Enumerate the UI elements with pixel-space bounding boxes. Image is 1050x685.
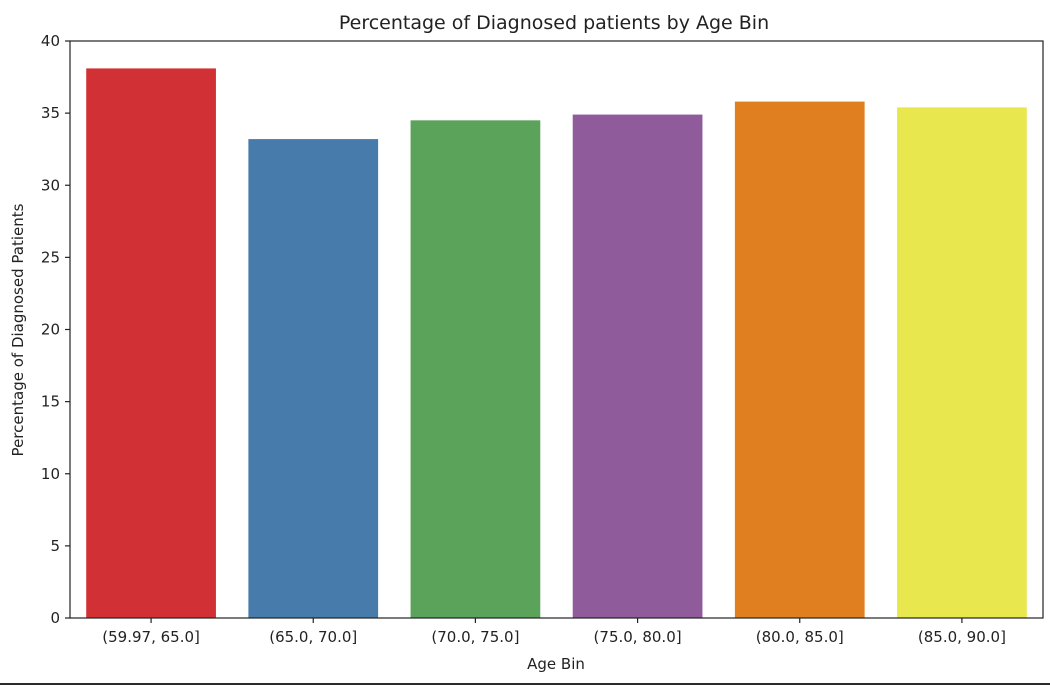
chart-title: Percentage of Diagnosed patients by Age …: [339, 12, 769, 34]
bar: [734, 101, 865, 618]
y-tick-label: 15: [41, 393, 60, 411]
y-axis: 0 5 10 15 20 25 30 35 40: [41, 32, 70, 627]
bar: [897, 107, 1027, 618]
bar: [248, 139, 379, 618]
y-tick-label: 25: [41, 248, 60, 266]
y-tick-label: 20: [41, 321, 60, 339]
bar: [86, 68, 216, 619]
bottom-border: [0, 683, 1050, 685]
x-tick-label: (75.0, 80.0]: [594, 628, 682, 646]
y-tick-label: 0: [50, 609, 60, 627]
x-tick-label: (65.0, 70.0]: [269, 628, 357, 646]
bars-group: [86, 68, 1027, 619]
bar: [410, 120, 541, 619]
y-axis-label: Percentage of Diagnosed Patients: [9, 203, 27, 456]
y-tick-label: 35: [41, 104, 60, 122]
x-tick-label: (70.0, 75.0]: [431, 628, 519, 646]
y-tick-label: 10: [41, 465, 60, 483]
x-tick-label: (80.0, 85.0]: [756, 628, 844, 646]
x-axis-label: Age Bin: [527, 655, 585, 673]
plot-area: [69, 40, 1044, 619]
y-tick-label: 5: [50, 537, 60, 555]
y-tick-label: 40: [41, 32, 60, 50]
x-tick-label: (59.97, 65.0]: [102, 628, 200, 646]
x-axis: (59.97, 65.0] (65.0, 70.0] (70.0, 75.0] (75…: [102, 618, 1006, 646]
y-tick-label: 30: [41, 176, 60, 194]
bar: [572, 114, 703, 618]
x-tick-label: (85.0, 90.0]: [918, 628, 1006, 646]
